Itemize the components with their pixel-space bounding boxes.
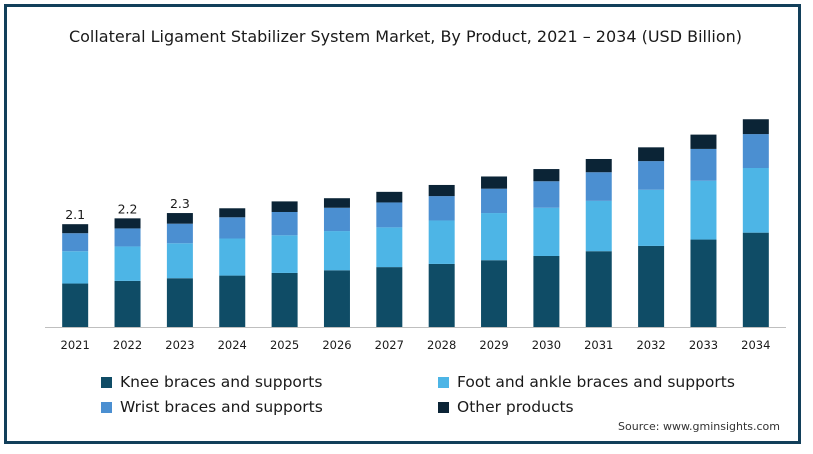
legend-item-knee: Knee braces and supports [101,373,322,391]
bar-segment-2032-s2 [638,161,665,190]
x-tick-label-2029: 2029 [479,338,508,352]
bar-segment-2021-s0 [62,283,89,327]
x-tick-label-2033: 2033 [689,338,718,352]
bar-segment-2034-s2 [742,134,769,168]
bar-segment-2021-s1 [62,251,89,284]
bar-segment-2028-s0 [428,263,455,327]
bar-segment-2023-s3 [166,213,193,224]
bar-segment-2030-s1 [533,207,560,256]
bar-segment-2029-s0 [481,260,508,327]
x-tick-label-2031: 2031 [584,338,613,352]
data-label-2021: 2.1 [65,207,85,222]
data-label-2022: 2.2 [118,201,138,216]
legend-swatch-other [438,401,449,413]
x-tick-label-2026: 2026 [322,338,351,352]
bar-segment-2032-s1 [638,189,665,246]
x-tick-label-2028: 2028 [427,338,456,352]
bar-segment-2030-s3 [533,169,560,182]
bar-segment-2034-s1 [742,168,769,233]
bar-segment-2023-s0 [166,278,193,327]
x-tick-label-2024: 2024 [218,338,247,352]
x-tick-label-2021: 2021 [61,338,90,352]
legend-swatch-foot-ankle [438,376,449,388]
bar-segment-2034-s3 [742,119,769,135]
bar-segment-2024-s2 [219,217,246,239]
bar-segment-2026-s0 [323,270,350,327]
x-tick-label-2030: 2030 [532,338,561,352]
bar-segment-2026-s1 [323,231,350,271]
legend-label-wrist: Wrist braces and supports [120,398,323,416]
bar-segment-2033-s3 [690,134,717,149]
bar-segment-2031-s1 [585,200,612,252]
bar-segment-2022-s3 [114,218,141,229]
bar-segment-2024-s1 [219,238,246,276]
bar-segment-2028-s1 [428,220,455,264]
bar-segment-2025-s2 [271,211,298,236]
bar-segment-2033-s2 [690,148,717,181]
x-tick-label-2023: 2023 [165,338,194,352]
bar-segment-2032-s3 [638,147,665,162]
legend-label-other: Other products [457,398,574,416]
legend-swatch-knee [101,376,112,388]
bar-segment-2025-s0 [271,272,298,327]
bar-segment-2026-s3 [323,198,350,208]
source-note: Source: www.gminsights.com [618,420,780,433]
bar-segment-2031-s0 [585,251,612,327]
chart-plot: 2021 2.1 2022 2.2 2023 2.3 2024 2025 2026 2027 202… [45,119,786,352]
x-tick-label-2022: 2022 [113,338,142,352]
x-tick-label-2025: 2025 [270,338,299,352]
bar-segment-2025-s1 [271,235,298,273]
bar-segment-2027-s0 [376,267,403,327]
bar-segment-2029-s2 [481,188,508,214]
bar-segment-2022-s1 [114,246,141,281]
bar-segment-2022-s0 [114,280,141,327]
bar-segment-2030-s0 [533,255,560,327]
bar-segment-2032-s0 [638,245,665,327]
x-tick-label-2032: 2032 [636,338,665,352]
bar-segment-2024-s0 [219,275,246,327]
legend-item-other: Other products [438,398,574,416]
legend-item-wrist: Wrist braces and supports [101,398,323,416]
bar-segment-2023-s2 [166,223,193,244]
x-tick-label-2027: 2027 [375,338,404,352]
x-tick-label-2034: 2034 [741,338,770,352]
bar-segment-2028-s3 [428,184,455,197]
chart-title: Collateral Ligament Stabilizer System Ma… [68,27,743,46]
bar-segment-2033-s0 [690,239,717,327]
bar-segment-2025-s3 [271,201,298,212]
legend-label-knee: Knee braces and supports [120,373,323,391]
bar-segment-2029-s3 [481,176,508,189]
bar-segment-2031-s2 [585,172,612,201]
legend-item-foot-ankle: Foot and ankle braces and supports [438,373,735,391]
chart-frame: Collateral Ligament Stabilizer System Ma… [4,4,801,444]
legend-swatch-wrist [101,401,112,413]
legend-label-foot-ankle: Foot and ankle braces and supports [457,373,735,391]
bar-segment-2027-s1 [376,227,403,268]
bar-segment-2034-s0 [742,232,769,327]
bar-segment-2026-s2 [323,207,350,232]
data-label-2023: 2.3 [170,196,190,211]
bar-segment-2027-s2 [376,202,403,228]
bar-segment-2023-s1 [166,243,193,279]
bar-segment-2030-s2 [533,181,560,208]
bar-segment-2022-s2 [114,228,141,247]
bar-segment-2031-s3 [585,158,612,173]
bar-segment-2021-s2 [62,233,89,252]
bar-segment-2021-s3 [62,224,89,234]
bar-segment-2028-s2 [428,196,455,221]
bar-segment-2024-s3 [219,208,246,218]
bar-segment-2027-s3 [376,191,403,203]
bar-segment-2029-s1 [481,213,508,261]
bar-segment-2033-s1 [690,180,717,240]
